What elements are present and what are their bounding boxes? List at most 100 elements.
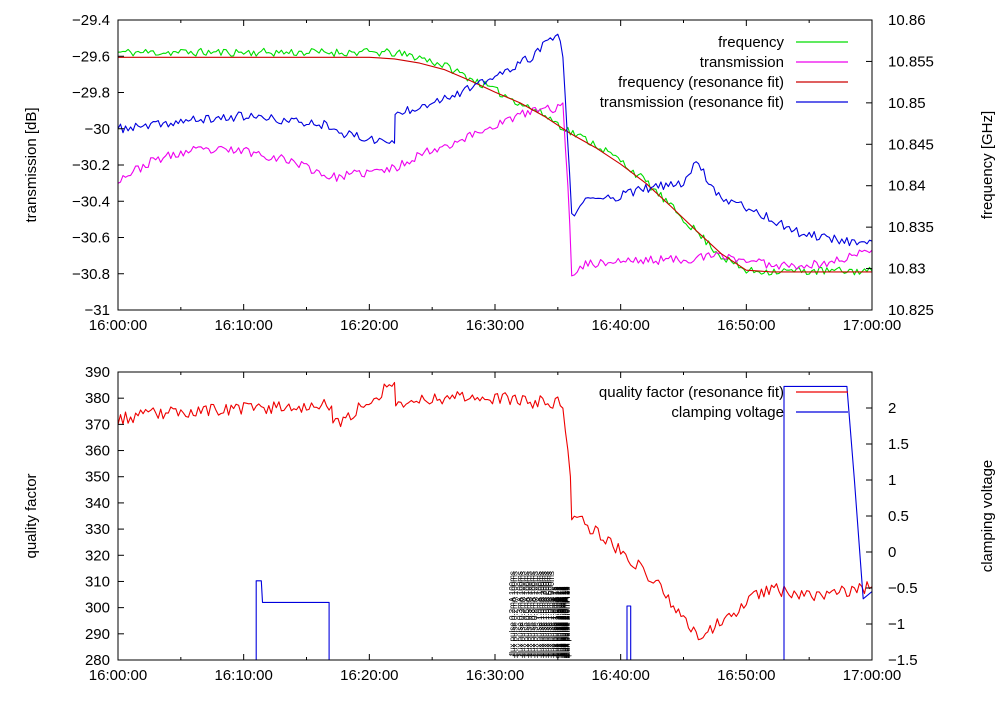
annotation-marker: + xyxy=(562,651,567,661)
annotation-label: flux pulse 2.0mA 1s xyxy=(560,587,569,656)
x-tick-label: 16:30:00 xyxy=(466,317,524,334)
legend-label: frequency xyxy=(718,34,784,51)
y2-axis-title: frequency [GHz] xyxy=(979,111,996,219)
annotation-label: flux pulse 0.3mA 100ms xyxy=(518,571,527,656)
annotation-label: flux pulse 0.8mA 100ms xyxy=(531,571,540,656)
annotation-marker: + xyxy=(560,651,565,661)
y-tick-label: 360 xyxy=(85,443,110,460)
annotation-label: flux pulse 0.2mA 100ms xyxy=(508,571,517,656)
annotation-label: flux pulse 2.0mA 1s xyxy=(558,587,567,656)
y-tick-label: −30.4 xyxy=(72,193,110,210)
legend: quality factor (resonance fit) clamping v… xyxy=(599,384,848,421)
annotation-label: flux pulse 0.8mA 100ms xyxy=(528,571,537,656)
x-tick-label: 17:00:00 xyxy=(843,667,901,684)
annotation-marker: + xyxy=(564,651,569,661)
annotation-label: flux pulse 1.5mA 1s xyxy=(553,587,562,656)
legend-label: transmission (resonance fit) xyxy=(600,94,784,111)
x-tick-label: 16:30:00 xyxy=(466,667,524,684)
series-line-frequency-resonance-fit- xyxy=(118,56,872,273)
y-tick-label: −29.8 xyxy=(72,85,110,102)
annotation-marker: + xyxy=(512,651,517,661)
annotation-label: flux pulse 2.0mA 1s xyxy=(556,587,565,656)
x-tick-label: 16:50:00 xyxy=(717,317,775,334)
annotation-label: flux pulse 2.0mA 1s xyxy=(563,587,572,656)
annotation-marker: + xyxy=(555,651,560,661)
y-tick-label: 330 xyxy=(85,521,110,538)
annotation-marker: + xyxy=(554,651,559,661)
annotation-label: flux pulse 2.0mA 1s xyxy=(559,587,568,656)
annotation-label: flux pulse 1.0mA 200ms xyxy=(542,571,551,656)
y2-tick-label: 10.83 xyxy=(888,261,926,278)
annotation-marker: + xyxy=(551,651,556,661)
series-line-quality-factor-resonance-fit- xyxy=(118,381,872,641)
x-tick-label: 16:00:00 xyxy=(89,317,147,334)
y-tick-label: −29.4 xyxy=(72,12,110,29)
annotation-group: flux pulse 0.2mA 100ms+flux pulse 0.2mA … xyxy=(508,571,572,661)
y2-tick-label: 2 xyxy=(888,400,896,417)
y-tick-label: 290 xyxy=(85,626,110,643)
series-line-transmission-resonance-fit- xyxy=(118,33,872,247)
annotation-label: flux pulse 1.0mA 1s xyxy=(550,587,559,656)
x-tick-label: 16:10:00 xyxy=(214,667,272,684)
y2-tick-label: 10.825 xyxy=(888,302,934,319)
annotation-marker: + xyxy=(528,651,533,661)
annotation-marker: + xyxy=(544,651,549,661)
chart-panel-1: 16:00:00 16:10:00 16:20:00 16:30:00 16:40:00… xyxy=(23,12,996,334)
y2-tick-label: −0.5 xyxy=(888,580,918,597)
y2-tick-label: 10.84 xyxy=(888,178,926,195)
annotation-marker: + xyxy=(538,651,543,661)
annotation-label: flux pulse 2.0mA 1s xyxy=(557,587,566,656)
y2-tick-label: 10.845 xyxy=(888,136,934,153)
legend-label: quality factor (resonance fit) xyxy=(599,384,784,401)
annotation-marker: + xyxy=(563,651,568,661)
x-tick-label: 16:40:00 xyxy=(591,317,649,334)
annotation-label: flux pulse 0.3mA 100ms xyxy=(516,571,525,656)
x-tick-label: 16:40:00 xyxy=(591,667,649,684)
chart-panel-2: flux pulse 0.2mA 100ms+flux pulse 0.2mA … xyxy=(23,364,996,684)
y-tick-label: 280 xyxy=(85,652,110,669)
y-tick-label: −29.6 xyxy=(72,48,110,65)
annotation-marker: + xyxy=(526,651,531,661)
plot-area xyxy=(118,33,872,277)
y-tick-label: 370 xyxy=(85,416,110,433)
plot-area xyxy=(118,381,872,660)
y2-tick-label: 10.85 xyxy=(888,95,926,112)
y-tick-label: −30 xyxy=(85,121,110,138)
y2-tick-label: 1 xyxy=(888,472,896,489)
x-tick-label: 16:10:00 xyxy=(214,317,272,334)
series-line-transmission xyxy=(118,102,872,277)
annotation-label: flux pulse 1.5mA 1s xyxy=(552,587,561,656)
annotation-marker: + xyxy=(567,651,572,661)
x-tick-label: 16:20:00 xyxy=(340,317,398,334)
y-tick-label: 340 xyxy=(85,495,110,512)
annotation-marker: + xyxy=(515,651,520,661)
annotation-marker: + xyxy=(561,651,566,661)
annotation-label: flux pulse 0.5mA 100ms xyxy=(524,571,533,656)
annotation-label: flux pulse 1.0mA 200ms xyxy=(540,571,549,656)
series-line-clamping-voltage xyxy=(255,385,872,660)
y2-tick-label: 1.5 xyxy=(888,436,909,453)
annotation-marker: + xyxy=(559,651,564,661)
y-tick-label: −30.6 xyxy=(72,230,110,247)
annotation-marker: + xyxy=(541,651,546,661)
annotation-label: flux pulse 2.0mA 1s xyxy=(558,587,567,656)
annotation-label: flux pulse 1.0mA 500ms xyxy=(547,571,556,656)
y-tick-label: 310 xyxy=(85,573,110,590)
y2-tick-label: 10.855 xyxy=(888,53,934,70)
annotation-label: flux pulse 2.0mA 1s xyxy=(562,587,571,656)
annotation-marker: + xyxy=(520,651,525,661)
y-tick-label: 300 xyxy=(85,600,110,617)
legend: frequency transmission frequency (resonanc… xyxy=(600,34,848,111)
legend-label: frequency (resonance fit) xyxy=(618,74,784,91)
annotation-label: flux pulse 1.0mA 100ms xyxy=(537,571,546,656)
y-tick-label: 350 xyxy=(85,469,110,486)
legend-label: clamping voltage xyxy=(671,404,784,421)
y-axis-title: quality factor xyxy=(23,473,40,558)
annotation-label: flux pulse 2.0mA 1s xyxy=(555,587,564,656)
annotation-label: flux pulse 2.0mA 1s xyxy=(561,587,570,656)
annotation-label: flux pulse 0.5mA 100ms xyxy=(522,571,531,656)
y-tick-label: −31 xyxy=(85,302,110,319)
x-tick-label: 16:20:00 xyxy=(340,667,398,684)
